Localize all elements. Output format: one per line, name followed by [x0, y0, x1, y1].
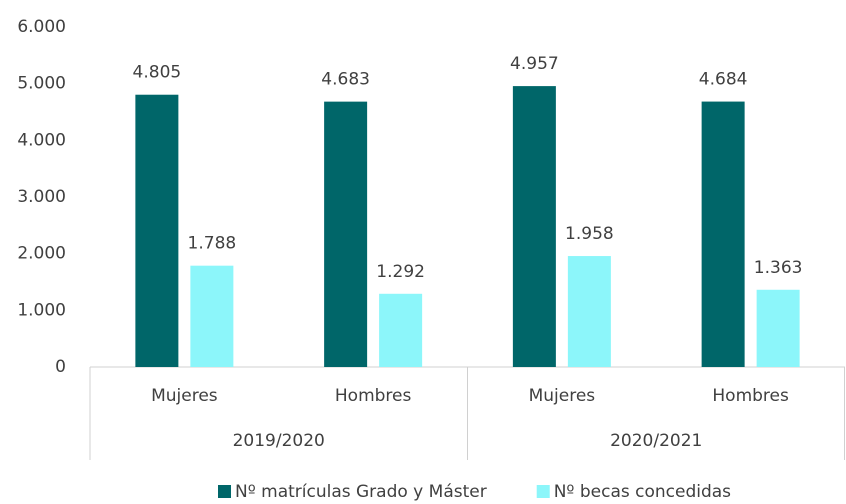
y-tick-label: 4.000 [17, 130, 66, 150]
legend-swatch [536, 485, 550, 498]
value-label: 4.805 [133, 63, 182, 83]
y-tick-label: 6.000 [17, 17, 66, 37]
group-label: 2019/2020 [233, 431, 325, 451]
x-tick-label: Hombres [712, 386, 789, 406]
value-label: 4.683 [321, 70, 370, 90]
value-label: 4.957 [510, 54, 559, 74]
value-label: 1.363 [754, 258, 803, 278]
bar [512, 86, 556, 367]
y-tick-label: 0 [55, 357, 66, 377]
value-label: 4.684 [699, 70, 748, 90]
bar [324, 101, 368, 367]
y-tick-label: 2.000 [17, 244, 66, 264]
group-label: 2020/2021 [610, 431, 702, 451]
bar [379, 293, 423, 367]
y-tick-label: 3.000 [17, 187, 66, 207]
bar [190, 265, 234, 367]
bar [756, 289, 800, 367]
value-label: 1.292 [376, 262, 425, 282]
legend-label: Nº becas concedidas [554, 482, 731, 502]
x-tick-label: Mujeres [529, 386, 596, 406]
value-label: 1.788 [188, 234, 237, 254]
legend-swatch [218, 485, 231, 498]
y-tick-label: 1.000 [17, 300, 66, 320]
value-label: 1.958 [565, 224, 614, 244]
bar [567, 256, 611, 367]
bar [701, 101, 745, 367]
y-tick-label: 5.000 [17, 74, 66, 94]
x-tick-label: Hombres [335, 386, 412, 406]
bar [135, 94, 179, 367]
legend-label: Nº matrículas Grado y Máster [235, 482, 487, 502]
x-tick-label: Mujeres [151, 386, 218, 406]
